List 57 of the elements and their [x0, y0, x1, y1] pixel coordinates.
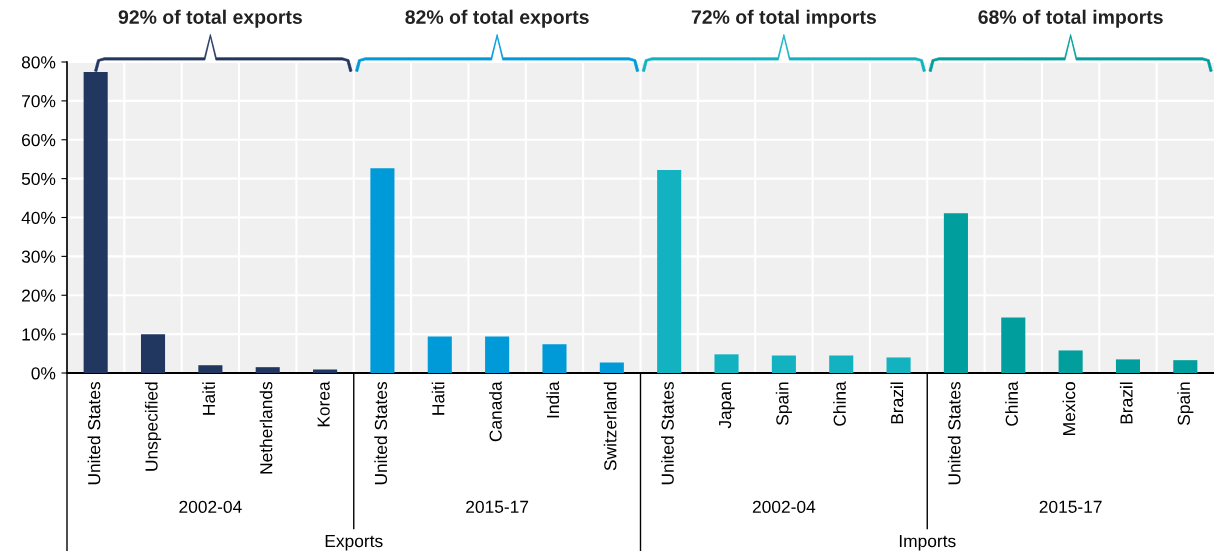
- y-tick-label: 40%: [21, 211, 56, 224]
- bar: [1058, 350, 1083, 373]
- y-tick-label: 80%: [21, 56, 56, 69]
- y-tick-label: 20%: [22, 289, 56, 302]
- bar: [714, 354, 739, 373]
- x-tick-label: Haiti: [202, 382, 216, 415]
- bar: [485, 336, 510, 373]
- x-tick-label: Canada: [489, 381, 502, 442]
- x-tick-label: United States: [947, 381, 961, 485]
- bar: [886, 357, 911, 373]
- text: 2015-17: [1039, 500, 1102, 513]
- bar: [829, 355, 854, 373]
- x-tick-label: Netherlands: [259, 381, 273, 474]
- x-tick-label: United States: [661, 381, 674, 485]
- x-tick-label: China: [1005, 381, 1018, 426]
- text: 2002-04: [752, 500, 816, 513]
- x-tick-label: Spain: [775, 382, 792, 425]
- y-tick-label: 30%: [21, 250, 56, 263]
- bar: [198, 365, 223, 373]
- bar: [771, 355, 796, 373]
- x-tick-label: Unspecified: [144, 382, 162, 471]
- bar: [657, 170, 682, 373]
- x-tick-label: China: [833, 381, 846, 426]
- text: 82% of total exports: [405, 9, 589, 28]
- text: 72% of total imports: [691, 9, 876, 28]
- text: 92% of total exports: [118, 9, 302, 28]
- bar: [943, 213, 968, 373]
- x-tick-label: United States: [87, 381, 101, 485]
- bar: [255, 367, 280, 373]
- y-tick-label: 60%: [22, 133, 56, 147]
- bar: [427, 336, 452, 373]
- y-tick-label: 10%: [22, 328, 56, 341]
- x-tick-label: Korea: [317, 381, 330, 427]
- text: Imports: [899, 535, 956, 551]
- x-tick-label: India: [546, 381, 560, 418]
- text: Exports: [325, 535, 383, 551]
- y-tick-label: 0%: [31, 367, 56, 380]
- bar: [140, 334, 166, 373]
- x-tick-label: Japan: [719, 382, 735, 429]
- y-tick-label: 50%: [21, 172, 56, 186]
- bar: [542, 344, 567, 373]
- x-tick-label: Mexico: [1062, 382, 1076, 435]
- x-tick-label: Haiti: [431, 382, 445, 415]
- y-tick-label: 70%: [22, 95, 56, 108]
- bar: [1115, 359, 1141, 373]
- text: 68% of total imports: [978, 9, 1163, 28]
- x-tick-label: Spain: [1177, 382, 1194, 425]
- bar: [1001, 317, 1026, 373]
- bar: [1173, 360, 1198, 373]
- x-tick-label: Switzerland: [603, 382, 617, 471]
- bar: [599, 362, 624, 373]
- text: 2015-17: [466, 500, 529, 513]
- x-tick-label: Brazil: [1119, 382, 1133, 424]
- x-tick-label: United States: [374, 381, 388, 485]
- text: 2002-04: [179, 500, 242, 513]
- x-tick-label: Brazil: [890, 382, 904, 424]
- bar: [370, 168, 395, 373]
